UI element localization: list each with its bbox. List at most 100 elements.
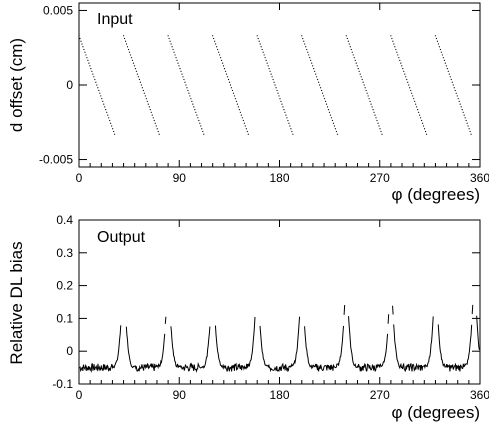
input-data-point: [469, 130, 471, 133]
input-data-point: [369, 100, 371, 102]
input-data-point: [470, 133, 472, 135]
input-data-point: [111, 125, 113, 127]
input-data-point: [440, 51, 442, 53]
input-data-point: [436, 40, 439, 42]
input-data-point: [148, 106, 150, 108]
input-data-point: [399, 59, 401, 62]
input-data-point: [227, 78, 230, 81]
input-data-point: [373, 111, 375, 113]
input-data-point: [88, 62, 90, 64]
input-data-point: [190, 98, 192, 100]
input-data-point: [336, 133, 339, 135]
input-data-point: [226, 76, 229, 78]
input-data-point: [285, 114, 287, 116]
input-data-point: [182, 76, 184, 78]
input-data-point: [99, 92, 101, 94]
input-data-point: [322, 95, 325, 97]
input-data-point: [217, 48, 219, 51]
input-data-point: [305, 46, 307, 48]
input-data-point: [464, 117, 466, 119]
input-data-point: [195, 111, 197, 113]
input-data-point: [257, 37, 259, 40]
input-data-point: [423, 128, 426, 130]
input-data-point: [288, 122, 290, 124]
input-data-point: [246, 130, 248, 133]
input-data-point: [157, 130, 159, 133]
input-data-point: [468, 128, 470, 130]
input-data-point: [347, 40, 349, 42]
input-data-point: [218, 51, 220, 53]
input-data-point: [444, 62, 446, 64]
input-data-point: [466, 122, 468, 124]
input-plot-frame: [78, 2, 481, 168]
input-data-point: [214, 40, 216, 42]
input-data-point: [234, 98, 237, 100]
input-data-point: [411, 92, 413, 94]
input-data-point: [314, 70, 316, 72]
input-y-tick-label: 0: [66, 78, 73, 92]
input-data-point: [243, 122, 245, 124]
input-data-point: [150, 111, 152, 113]
input-data-point: [404, 73, 406, 75]
input-data-point: [198, 119, 200, 122]
input-data-point: [291, 130, 293, 133]
input-data-point: [393, 43, 395, 45]
output-series-line: [79, 304, 480, 373]
input-data-point: [102, 100, 104, 102]
input-data-point: [223, 68, 226, 70]
input-data-point: [85, 54, 87, 56]
input-data-point: [311, 62, 313, 64]
input-data-point: [376, 119, 378, 122]
input-data-point: [168, 37, 170, 40]
input-data-point: [320, 89, 323, 92]
input-data-point: [260, 46, 262, 48]
input-data-point: [212, 35, 214, 37]
input-data-point: [185, 84, 187, 86]
input-data-point: [349, 46, 351, 48]
input-data-point: [290, 128, 292, 130]
input-data-point: [126, 46, 129, 48]
input-data-point: [378, 125, 380, 127]
input-data-point: [380, 130, 382, 133]
input-data-point: [447, 70, 449, 72]
input-data-point: [323, 98, 326, 100]
input-data-point: [94, 78, 96, 81]
input-data-point: [124, 40, 127, 42]
input-data-point: [405, 76, 407, 78]
input-data-point: [415, 103, 417, 105]
input-data-point: [84, 51, 86, 53]
input-x-tick-label: 90: [173, 171, 187, 185]
input-data-point: [457, 98, 459, 100]
input-data-point: [287, 119, 289, 122]
output-data-series: [79, 304, 480, 373]
input-data-point: [151, 114, 153, 116]
input-data-point: [131, 59, 134, 62]
input-y-axis-title: d offset (cm): [7, 38, 26, 132]
input-data-point: [400, 62, 402, 64]
input-data-point: [445, 65, 447, 67]
input-data-point: [328, 111, 331, 113]
input-data-point: [233, 95, 236, 97]
input-data-point: [100, 95, 102, 97]
input-data-point: [289, 125, 291, 127]
input-data-point: [236, 103, 239, 105]
output-y-axis-title: Relative DL bias: [7, 241, 26, 364]
input-data-point: [104, 106, 106, 108]
input-data-point: [366, 92, 368, 94]
input-data-point: [392, 40, 394, 42]
input-data-point: [281, 103, 283, 105]
input-data-point: [156, 128, 158, 130]
input-data-point: [106, 111, 108, 113]
input-data-point: [267, 65, 269, 67]
input-data-point: [172, 48, 174, 51]
input-data-point: [178, 65, 180, 67]
input-data-point: [128, 51, 131, 53]
input-data-point: [213, 37, 215, 40]
input-data-point: [125, 43, 128, 45]
input-data-point: [145, 98, 147, 100]
input-data-point: [446, 68, 448, 70]
input-data-point: [92, 73, 94, 75]
input-data-point: [317, 78, 319, 81]
input-data-point: [307, 51, 309, 53]
input-data-point: [439, 48, 441, 51]
